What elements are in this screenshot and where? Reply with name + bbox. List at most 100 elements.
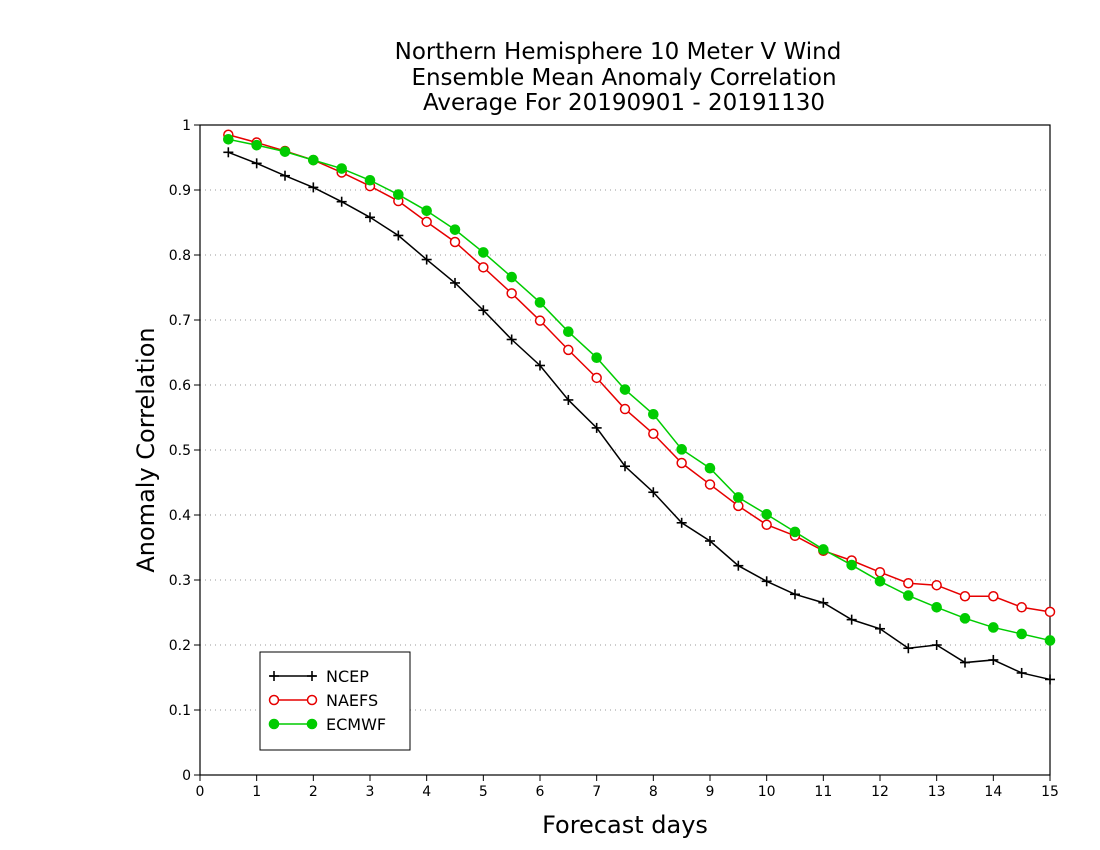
y-tick-label: 0.2: [169, 638, 191, 654]
data-point-naefs: [988, 591, 999, 602]
grid: [200, 189, 1050, 711]
data-point-ncep: [903, 643, 914, 654]
data-point-naefs: [449, 236, 461, 248]
x-tick-label: 2: [309, 784, 318, 800]
data-point-ecmwf: [789, 526, 801, 538]
data-point-ncep: [393, 230, 404, 241]
legend-marker-ecmwf: [268, 718, 280, 730]
data-point-ncep: [931, 640, 942, 650]
chart-title-line-2: Ensemble Mean Anomaly Correlation: [411, 65, 836, 91]
data-point-ncep: [1016, 667, 1027, 678]
data-point-ncep: [960, 657, 970, 668]
data-point-ncep: [535, 360, 545, 371]
legend-marker-ecmwf: [306, 718, 318, 730]
data-point-ncep: [988, 654, 999, 665]
x-tick-label: 15: [1041, 784, 1059, 800]
legend-marker-naefs: [268, 694, 280, 706]
data-point-naefs: [761, 519, 772, 530]
x-tick-label: 0: [196, 784, 205, 800]
legend-label-ncep: NCEP: [326, 667, 369, 686]
x-tick-label: 3: [366, 784, 375, 800]
y-tick-label: 0.1: [169, 703, 191, 719]
y-tick-label: 1: [182, 118, 191, 134]
legend-marker-ncep: [307, 671, 317, 681]
data-point-ncep: [648, 487, 659, 498]
data-point-ecmwf: [959, 613, 971, 624]
data-point-ncep: [251, 158, 262, 169]
data-point-ecmwf: [676, 444, 687, 455]
data-point-ecmwf: [251, 139, 262, 151]
data-point-ecmwf: [931, 602, 942, 613]
data-point-ncep: [308, 182, 319, 193]
data-point-naefs: [478, 262, 489, 273]
data-point-ncep: [733, 560, 744, 571]
data-point-ncep: [563, 394, 574, 405]
data-point-ecmwf: [874, 576, 886, 587]
data-point-ecmwf: [648, 408, 659, 420]
data-point-ecmwf: [903, 590, 914, 601]
data-point-ecmwf: [506, 271, 517, 283]
data-point-ecmwf: [336, 163, 347, 174]
data-point-ncep: [1045, 674, 1055, 685]
data-point-ecmwf: [846, 559, 857, 571]
x-tick-label: 10: [758, 784, 776, 800]
x-tick-label: 12: [871, 784, 889, 800]
data-point-ecmwf: [279, 146, 291, 157]
chart-title-line-1: Northern Hemisphere 10 Meter V Wind: [395, 39, 842, 65]
x-tick-label: 14: [984, 784, 1002, 800]
data-point-naefs: [874, 566, 886, 578]
data-point-ncep: [365, 212, 375, 223]
data-point-ecmwf: [563, 326, 574, 338]
data-point-naefs: [591, 372, 602, 384]
y-tick-label: 0.5: [169, 443, 191, 459]
chart-title-line-3: Average For 20190901 - 20191130: [423, 90, 825, 116]
data-point-ncep: [761, 576, 772, 587]
x-tick-label: 8: [649, 784, 658, 800]
data-point-ecmwf: [364, 174, 376, 186]
series-plot-area: [223, 129, 1056, 685]
y-tick-label: 0.8: [169, 248, 191, 264]
data-point-ecmwf: [733, 492, 744, 503]
x-tick-label: 5: [479, 784, 488, 800]
data-point-naefs: [421, 216, 432, 228]
data-point-naefs: [903, 578, 914, 589]
data-point-ncep: [280, 170, 290, 181]
data-point-naefs: [959, 591, 971, 602]
data-point-ncep: [846, 614, 857, 625]
data-point-ecmwf: [421, 205, 432, 217]
x-axis-label: Forecast days: [542, 811, 708, 839]
x-tick-label: 6: [536, 784, 545, 800]
data-point-ncep: [790, 589, 800, 600]
y-axis-label: Anomaly Correlation: [132, 327, 160, 572]
data-point-ecmwf: [478, 247, 489, 258]
data-point-ncep: [450, 277, 460, 288]
data-point-ecmwf: [449, 224, 461, 235]
data-point-naefs: [931, 579, 942, 591]
legend: NCEP NAEFS ECMWF: [259, 651, 411, 751]
data-point-ecmwf: [818, 544, 829, 555]
x-tick-label: 7: [592, 784, 601, 800]
legend-marker-ncep: [269, 671, 279, 681]
data-point-naefs: [1044, 606, 1056, 618]
data-point-ncep: [223, 147, 234, 158]
x-tick-label: 11: [814, 784, 832, 800]
data-point-ecmwf: [591, 352, 602, 364]
data-point-naefs: [506, 288, 517, 299]
data-point-ecmwf: [1016, 628, 1027, 640]
data-point-ecmwf: [223, 134, 234, 145]
data-point-naefs: [619, 403, 631, 415]
data-point-ecmwf: [308, 154, 319, 166]
data-point-ecmwf: [534, 297, 546, 308]
data-point-ecmwf: [619, 384, 631, 395]
data-point-ecmwf: [393, 189, 404, 200]
data-point-ecmwf: [761, 509, 772, 520]
x-tick-label: 4: [422, 784, 431, 800]
data-point-ncep: [676, 517, 687, 528]
data-point-naefs: [1016, 602, 1027, 613]
legend-label-naefs: NAEFS: [326, 691, 378, 710]
axes: 00.10.20.30.40.50.60.70.80.910 1 2 3 4 5 6 7 8 9 1…: [169, 118, 1059, 800]
legend-label-ecmwf: ECMWF: [326, 715, 386, 734]
data-point-ecmwf: [1044, 635, 1056, 646]
data-point-naefs: [648, 428, 659, 439]
y-tick-label: 0.3: [169, 573, 191, 589]
